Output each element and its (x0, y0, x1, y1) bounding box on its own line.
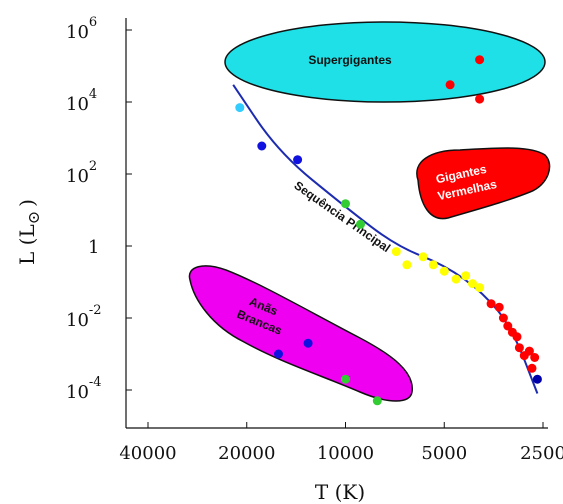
star-point-9 (439, 266, 449, 276)
y-axis-label: L (L⊙) (15, 199, 43, 265)
x-axis-label: T (K) (315, 480, 365, 504)
star-point-6 (402, 260, 412, 270)
y-tick-label-2: 102 (66, 159, 97, 187)
regions-layer (188, 21, 551, 402)
star-point-25 (532, 374, 542, 384)
red-giants-region (416, 147, 551, 220)
white-dwarfs-region (188, 265, 413, 402)
y-tick-label-1: 104 (66, 87, 97, 115)
star-point-0 (235, 103, 245, 113)
star-point-31 (341, 374, 350, 384)
y-tick-label-0: 106 (66, 15, 97, 43)
star-point-2 (293, 155, 303, 165)
supergiants-label: Supergigantes (308, 53, 392, 67)
y-tick-label-4: 10-2 (66, 303, 102, 331)
star-point-30 (303, 338, 313, 348)
star-point-15 (494, 302, 504, 312)
star-point-12 (468, 279, 477, 289)
star-point-8 (428, 260, 438, 270)
y-tick-label-5: 10-4 (66, 375, 102, 403)
x-tick-label-0: 40000 (119, 443, 176, 464)
x-ticks: 40000 20000 10000 5000 2500 (119, 422, 563, 464)
x-tick-label-3: 5000 (421, 443, 467, 464)
star-point-32 (372, 396, 382, 406)
y-axis-label-main: L (L (15, 224, 39, 265)
star-point-14 (486, 299, 496, 309)
star-point-23 (527, 363, 537, 373)
star-point-28 (475, 94, 485, 104)
star-point-24 (530, 353, 540, 362)
axes (125, 18, 548, 429)
star-point-10 (451, 274, 461, 284)
supergiants-region (224, 21, 546, 103)
y-axis-label-close: ) (15, 199, 39, 207)
main-sequence-label: Sequência Principal (292, 178, 393, 255)
svg-text:L (L⊙): L (L⊙) (15, 199, 43, 265)
star-point-20 (514, 343, 524, 353)
star-point-29 (274, 349, 283, 359)
star-point-11 (461, 271, 471, 281)
y-tick-label-3: 1 (88, 237, 99, 258)
x-tick-label-1: 20000 (218, 443, 275, 464)
points-layer (235, 55, 542, 406)
star-point-19 (512, 332, 522, 342)
y-ticks: 106 104 102 1 10-2 10-4 (66, 15, 132, 403)
star-point-16 (498, 313, 508, 323)
star-point-17 (503, 321, 513, 331)
y-axis-label-sun-symbol: ⊙ (24, 211, 43, 224)
x-tick-label-2: 10000 (317, 443, 374, 464)
star-point-26 (445, 80, 455, 90)
star-point-27 (475, 55, 485, 65)
x-tick-label-4: 2500 (520, 443, 563, 464)
star-point-5 (391, 247, 401, 257)
star-point-13 (475, 283, 485, 293)
star-point-22 (524, 346, 534, 356)
star-point-4 (356, 219, 365, 229)
star-point-1 (257, 141, 267, 151)
star-point-7 (418, 252, 428, 262)
star-point-3 (341, 199, 350, 209)
